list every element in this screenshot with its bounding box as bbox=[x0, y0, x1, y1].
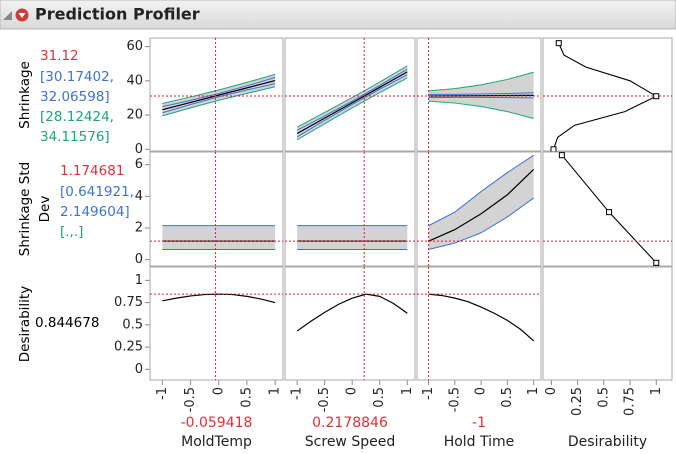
y-tick-label: 2 bbox=[135, 221, 143, 236]
band-edge bbox=[162, 86, 276, 117]
confidence-interval: [30.17402, 32.06598] bbox=[40, 69, 114, 105]
x-tick-label: -0.5 bbox=[447, 387, 462, 412]
profile-curve bbox=[296, 293, 408, 332]
profile-curve bbox=[428, 168, 535, 242]
confidence-interval: [0.641921, 2.149604] bbox=[60, 184, 134, 220]
factor-name: Screw Speed bbox=[305, 434, 395, 450]
prediction-value: 0.844678 bbox=[35, 315, 100, 331]
x-tick-label: 0 bbox=[474, 387, 489, 395]
band-edge bbox=[296, 77, 408, 141]
band-edge bbox=[162, 73, 276, 105]
profile-curve bbox=[162, 79, 276, 111]
header-bar bbox=[0, 0, 676, 30]
band-edge bbox=[162, 83, 276, 114]
factor-name: Hold Time bbox=[444, 434, 515, 450]
y-tick-label: 20 bbox=[126, 108, 143, 123]
desirability-handle[interactable] bbox=[555, 40, 562, 47]
x-tick-label: -1 bbox=[421, 387, 436, 400]
band-edge bbox=[428, 154, 534, 227]
y-tick-label: 60 bbox=[126, 39, 143, 54]
y-tick-label: 0 bbox=[135, 142, 143, 157]
factor-value: 0.2178846 bbox=[312, 415, 388, 431]
band-edge bbox=[428, 197, 534, 251]
panel-plot bbox=[150, 152, 283, 266]
panel-plot bbox=[285, 267, 415, 380]
band-edge bbox=[428, 92, 534, 95]
axis-title: Desirability bbox=[568, 434, 647, 450]
desirability-handle[interactable] bbox=[653, 259, 660, 266]
x-tick-label: -0.5 bbox=[183, 387, 198, 412]
band bbox=[162, 225, 276, 250]
y-tick-label: 0.75 bbox=[114, 295, 143, 310]
panel bbox=[416, 266, 542, 381]
x-tick-label: 0.5 bbox=[500, 387, 515, 408]
x-tick-label: -1 bbox=[290, 387, 305, 400]
panel-plot bbox=[417, 38, 541, 151]
y-tick-label: 1 bbox=[135, 273, 143, 288]
outline-toggle[interactable] bbox=[3, 11, 12, 20]
prediction-value: 1.174681 bbox=[60, 163, 125, 179]
x-tick-label: 1 bbox=[268, 387, 283, 395]
panel-plot bbox=[285, 152, 415, 266]
chart-title: Prediction Profiler bbox=[35, 5, 200, 24]
x-tick-label: 0.5 bbox=[596, 387, 611, 408]
x-tick-label: -1 bbox=[155, 387, 170, 400]
x-tick-label: 1 bbox=[649, 387, 664, 395]
y-tick-label: 40 bbox=[126, 73, 143, 88]
x-tick-label: 1 bbox=[400, 387, 415, 395]
factor-value: -1 bbox=[472, 415, 486, 431]
profile-curve bbox=[428, 293, 535, 342]
desirability-handle[interactable] bbox=[653, 93, 660, 100]
prediction-value: 31.12 bbox=[40, 48, 79, 64]
panel-plot bbox=[150, 38, 283, 151]
x-tick-label: 0.25 bbox=[570, 387, 585, 416]
y-tick-label: 0 bbox=[135, 362, 143, 377]
panel bbox=[284, 266, 416, 381]
desirability-handle[interactable] bbox=[550, 146, 557, 153]
y-tick-label: 0 bbox=[135, 252, 143, 267]
band bbox=[297, 225, 408, 250]
x-tick-label: 0.5 bbox=[239, 387, 254, 408]
y-tick-label: 0.5 bbox=[122, 317, 143, 332]
x-tick-label: 1 bbox=[526, 387, 541, 395]
x-tick-label: -0.5 bbox=[317, 387, 332, 412]
panel-plot bbox=[285, 38, 415, 151]
panel bbox=[542, 266, 673, 381]
band bbox=[428, 155, 534, 250]
band-edge bbox=[296, 68, 408, 131]
band-edge bbox=[296, 74, 408, 138]
prediction-interval: [.,.] bbox=[60, 224, 84, 240]
panel bbox=[542, 151, 673, 267]
band-edge bbox=[162, 77, 276, 108]
panel-plot bbox=[417, 267, 541, 380]
factor-value: -0.059418 bbox=[181, 415, 253, 431]
band-edge bbox=[428, 96, 534, 99]
profile-curve bbox=[296, 71, 408, 135]
x-tick-label: 0.5 bbox=[372, 387, 387, 408]
panel-plot bbox=[150, 267, 283, 380]
x-tick-label: 0 bbox=[345, 387, 360, 395]
desirability-handle[interactable] bbox=[558, 152, 565, 159]
x-tick-label: 0.75 bbox=[623, 387, 638, 416]
y-tick-label: 4 bbox=[135, 189, 143, 204]
menu-icon bbox=[18, 13, 26, 18]
prediction-interval: [28.12424, 34.11576] bbox=[40, 109, 114, 145]
x-tick-label: 0 bbox=[544, 387, 559, 395]
y-tick-label: 0.25 bbox=[114, 340, 143, 355]
desirability-handle[interactable] bbox=[606, 209, 613, 216]
x-tick-label: 0 bbox=[211, 387, 226, 395]
panel bbox=[149, 266, 284, 381]
y-axis-title: Shrinkage Std Dev bbox=[17, 161, 53, 257]
y-tick-label: 6 bbox=[135, 157, 143, 172]
panel-plot bbox=[417, 152, 541, 266]
factor-name: MoldTemp bbox=[181, 434, 252, 450]
band-edge bbox=[296, 65, 408, 128]
band-edge bbox=[428, 100, 534, 119]
band-edge bbox=[428, 71, 534, 92]
